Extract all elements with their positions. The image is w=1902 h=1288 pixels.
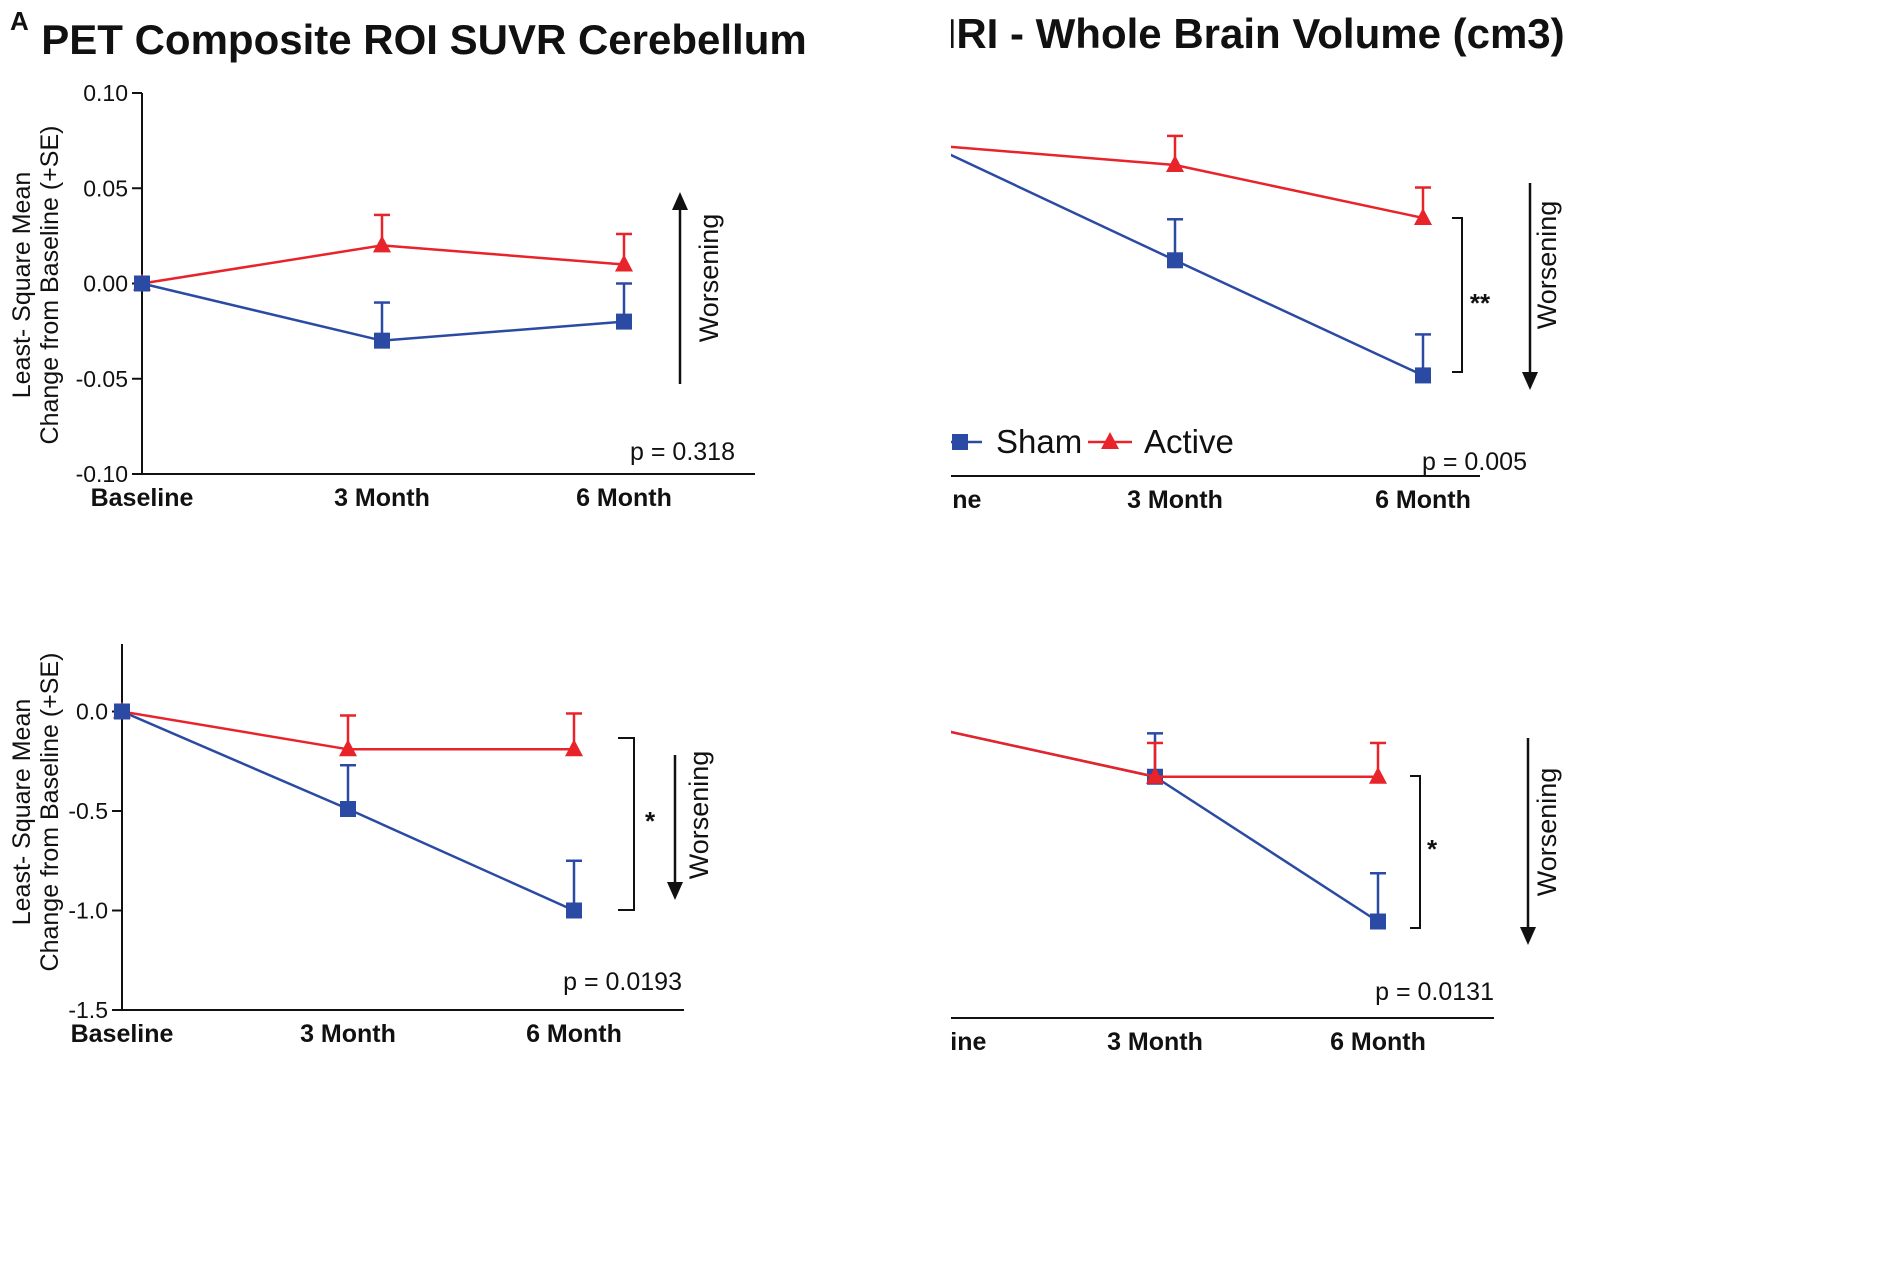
marker-active [373, 235, 391, 253]
y-tick-label: -0.10 [76, 461, 128, 487]
significance-marker: * [1427, 834, 1438, 864]
y-tick-label: -1.5 [68, 997, 108, 1023]
chart-panel-b: BMRI - Whole Brain Volume (cm3)-25-20-15… [951, 0, 1902, 644]
arrow-head-icon [1522, 372, 1538, 390]
chart-d-svg: DOccipital Cortical Thickness (mm)-0.06-… [951, 730, 1562, 1056]
y-tick-label: -0.05 [76, 366, 128, 392]
series-line-active [951, 145, 1424, 220]
significance-marker: ** [1470, 288, 1491, 318]
y-tick-label: -0.5 [68, 798, 108, 824]
chart-a-svg: A PET Composite ROI SUVR Cerebellum -0.10 -… [8, 6, 807, 512]
y-tick-label: 0.05 [83, 175, 128, 201]
marker-sham [616, 313, 632, 330]
series-line-sham [951, 153, 1424, 377]
x-tick-label: 3 Month [334, 484, 430, 512]
marker-sham [374, 332, 390, 349]
panel-letter: A [10, 6, 29, 36]
significance-bracket [618, 737, 635, 911]
legend-active-marker [1101, 432, 1119, 449]
marker-sham [1415, 367, 1431, 384]
marker-active [1166, 155, 1184, 173]
worsening-label: Worsening [684, 751, 714, 880]
series-line-sham [951, 730, 1379, 923]
p-value: p = 0.318 [630, 438, 735, 466]
p-value: p = 0.0131 [1375, 978, 1494, 1006]
legend-sham-label: Sham [996, 423, 1082, 460]
significance-bracket [1452, 217, 1463, 373]
series-line-active [951, 730, 1378, 778]
marker-active [615, 254, 633, 272]
marker-active [565, 739, 583, 757]
significance-bracket [1410, 775, 1421, 929]
x-tick-label: Baseline [951, 486, 982, 514]
chart-panel-d: DOccipital Cortical Thickness (mm)-0.06-… [951, 644, 1902, 1288]
x-tick-label: Baseline [951, 1028, 987, 1056]
arrow-head-icon [1520, 927, 1536, 945]
arrow-head-icon [672, 192, 688, 210]
worsening-label: Worsening [694, 214, 724, 343]
significance-marker: * [645, 806, 656, 836]
marker-baseline [134, 275, 150, 292]
chart-title: PET Composite ROI SUVR Cerebellum [41, 16, 806, 63]
x-tick-label: 3 Month [1107, 1028, 1203, 1056]
y-axis-label: Change from Baseline (+SE) [36, 126, 64, 445]
x-tick-label: 3 Month [300, 1020, 396, 1048]
x-tick-label: 6 Month [526, 1020, 622, 1048]
marker-sham [566, 902, 582, 919]
legend-active-label: Active [1144, 423, 1234, 460]
y-tick-label: 0.0 [76, 699, 108, 725]
x-tick-label: 6 Month [1330, 1028, 1426, 1056]
chart-panel-c: COccipital Lobe Volume (cm3)-1.5-1.0-0.5… [0, 644, 951, 1288]
p-value: p = 0.005 [1422, 448, 1527, 476]
x-tick-label: 6 Month [576, 484, 672, 512]
marker-active [1369, 766, 1387, 784]
y-axis-label: Change from Baseline (+SE) [36, 653, 64, 972]
marker-active [1146, 766, 1164, 784]
y-axis-label: Least- Square Mean [8, 699, 36, 926]
y-tick-label: 0.10 [83, 80, 128, 106]
y-tick-label: 0.00 [83, 271, 128, 297]
legend-sham-marker [952, 434, 968, 450]
x-tick-label: Baseline [91, 484, 194, 512]
worsening-label: Worsening [1532, 768, 1562, 897]
p-value: p = 0.0193 [563, 968, 682, 996]
x-tick-label: 3 Month [1127, 486, 1223, 514]
marker-sham [1370, 913, 1386, 930]
arrow-head-icon [667, 882, 683, 900]
marker-active [1414, 207, 1432, 225]
chart-title: MRI - Whole Brain Volume (cm3) [951, 10, 1565, 57]
y-axis-label: Least- Square Mean [8, 172, 36, 399]
y-tick-label: -1.0 [68, 898, 108, 924]
chart-panel-a: A PET Composite ROI SUVR Cerebellum -0.10 -… [0, 0, 951, 644]
chart-c-svg: COccipital Lobe Volume (cm3)-1.5-1.0-0.5… [8, 644, 714, 1048]
x-tick-label: 6 Month [1375, 486, 1471, 514]
marker-active [339, 739, 357, 757]
worsening-label: Worsening [1532, 201, 1562, 330]
marker-baseline [114, 703, 130, 720]
marker-sham [1167, 252, 1183, 269]
chart-b-svg: BMRI - Whole Brain Volume (cm3)-25-20-15… [951, 10, 1565, 514]
marker-sham [340, 801, 356, 818]
x-tick-label: Baseline [71, 1020, 174, 1048]
